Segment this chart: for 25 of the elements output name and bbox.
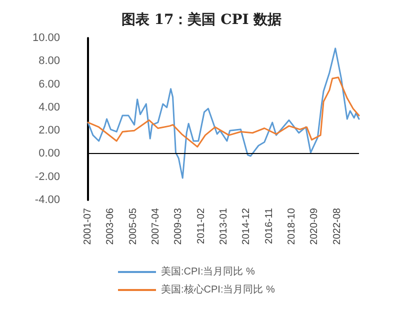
y-tick-label: 10.00 xyxy=(32,32,60,44)
line-series xyxy=(87,76,360,148)
x-tick-label: 2020-09 xyxy=(309,208,320,245)
x-tick-label: 2013-01 xyxy=(218,208,230,245)
x-tick-label: 2003-06 xyxy=(105,208,116,245)
x-tick-label: 2022-08 xyxy=(332,208,343,245)
x-tick-label: 2001-07 xyxy=(82,208,94,245)
x-tick-label: 2016-11 xyxy=(264,208,275,244)
x-tick-label: 2011-02 xyxy=(196,208,207,244)
x-tick-label: 2014-12 xyxy=(241,208,252,245)
chart-title: 图表 17：美国 CPI 数据 xyxy=(121,11,282,28)
y-tick-label: 4.00 xyxy=(38,101,60,114)
line-series xyxy=(87,48,360,179)
x-tick-label: 2005-05 xyxy=(128,208,139,245)
x-tick-label: 2018-10 xyxy=(286,208,298,245)
y-tick-label: 6.00 xyxy=(38,78,60,90)
y-tick-label: 8.00 xyxy=(38,55,60,68)
legend-label: 美国:核心CPI:当月同比 % xyxy=(161,284,276,296)
legend-label: 美国:CPI:当月同比 % xyxy=(161,266,256,278)
y-tick-label: -2.00 xyxy=(34,170,60,183)
x-tick-label: 2009-03 xyxy=(173,208,184,245)
y-tick-label: -4.00 xyxy=(34,194,60,206)
x-tick-label: 2007-04 xyxy=(150,208,162,245)
y-tick-label: 0.00 xyxy=(38,148,60,160)
y-tick-label: 2.00 xyxy=(38,124,60,137)
